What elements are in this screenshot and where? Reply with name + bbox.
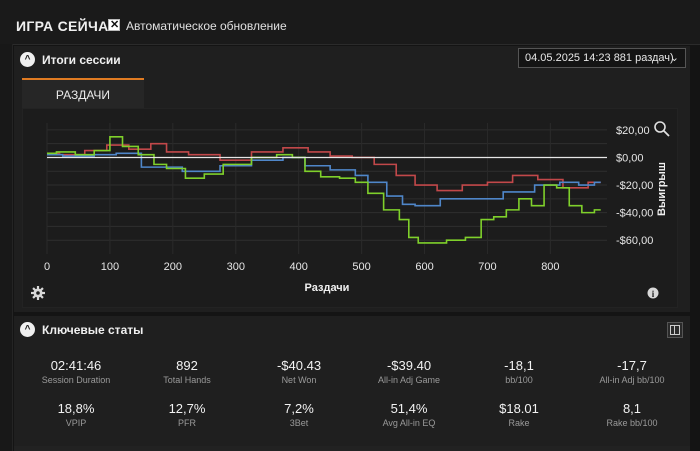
stat-label: Total Hands <box>163 375 211 385</box>
x-axis-title: Раздачи <box>305 282 350 294</box>
stat-label: Rake <box>508 418 530 428</box>
stats-title: Ключевые статы <box>42 323 144 337</box>
info-icon-glyph: i <box>652 289 655 299</box>
stats-panel <box>14 316 690 451</box>
info-icon-circle <box>647 287 659 299</box>
y-axis-title: Выигрыш <box>656 162 668 216</box>
page-title: ИГРА СЕЙЧАС <box>16 18 119 34</box>
stat-label: bb/100 <box>505 375 533 385</box>
x-tick-label: 600 <box>415 261 433 273</box>
session-title: Итоги сессии <box>42 53 121 67</box>
y-tick-label: -$60,00 <box>616 235 653 247</box>
stat-value: 18,8% <box>57 401 95 416</box>
x-tick-label: 400 <box>290 261 308 273</box>
series-line-red <box>47 142 601 192</box>
x-tick-label: 300 <box>227 261 245 273</box>
stat-avg-allin-eq: 51,4% Avg All-in EQ <box>355 401 463 428</box>
left-sidebar <box>0 44 13 451</box>
tab-bar: РАЗДАЧИ <box>22 78 146 110</box>
stat-label: 3Bet <box>289 418 309 428</box>
series-line-green <box>47 135 601 244</box>
stat-rake: $18.01 Rake <box>465 401 573 428</box>
layout-toggle-icon[interactable] <box>667 322 683 338</box>
check-icon: ✕ <box>110 19 120 31</box>
top-bar: ИГРА СЕЙЧАС ✕ Автоматическое обновление <box>0 0 700 45</box>
stat-label: PFR <box>178 418 196 428</box>
gear-icon[interactable] <box>31 286 45 300</box>
stat-label: Rake bb/100 <box>606 418 658 428</box>
stat-value: -$39.40 <box>386 358 432 373</box>
stat-value: 51,4% <box>390 401 428 416</box>
stat-label: Net Won <box>281 375 317 385</box>
zoom-icon-lens <box>654 121 666 133</box>
stat-value: 892 <box>176 358 198 373</box>
winnings-chart: $20,00 $0,00 -$20,00 -$40,00 -$60,00 0 100 200 3… <box>22 108 678 308</box>
collapse-stats-icon[interactable]: ^ <box>20 322 35 337</box>
stat-label: All-in Adj bb/100 <box>599 375 665 385</box>
stat-bb100: -18,1 bb/100 <box>465 358 573 385</box>
y-tick-label: -$40,00 <box>616 208 653 220</box>
stat-vpip: 18,8% VPIP <box>22 401 130 428</box>
next-section-header <box>14 446 690 451</box>
zoom-icon-handle <box>663 130 670 137</box>
x-tick-label: 700 <box>478 261 496 273</box>
stat-session-duration: 02:41:46 Session Duration <box>22 358 130 385</box>
info-icon[interactable]: i <box>647 287 659 300</box>
session-selector[interactable]: 04.05.2025 14:23 881 раздач) ⌄ <box>518 48 686 68</box>
stat-allin-adj-bb100: -17,7 All-in Adj bb/100 <box>578 358 686 385</box>
x-tick-label: 500 <box>352 261 370 273</box>
stat-label: All-in Adj Game <box>377 375 441 385</box>
chart-svg: $20,00 $0,00 -$20,00 -$40,00 -$60,00 0 100 200 3… <box>31 121 670 300</box>
collapse-session-icon[interactable]: ^ <box>20 52 35 67</box>
zoom-icon[interactable] <box>654 121 670 137</box>
y-tick-label: $0,00 <box>616 152 644 164</box>
stat-allin-adj-game: -$39.40 All-in Adj Game <box>355 358 463 385</box>
stat-label: Session Duration <box>41 375 111 385</box>
x-tick-label: 0 <box>44 261 50 273</box>
auto-update-label[interactable]: Автоматическое обновление <box>126 19 287 33</box>
stat-value: $18.01 <box>499 401 539 416</box>
stat-value: 02:41:46 <box>50 358 102 373</box>
stat-value: -$40.43 <box>276 358 322 373</box>
stat-net-won: -$40.43 Net Won <box>245 358 353 385</box>
y-tick-label: $20,00 <box>616 125 650 137</box>
stat-value: -17,7 <box>617 358 647 373</box>
x-tick-label: 800 <box>541 261 559 273</box>
stat-label: VPIP <box>65 418 87 428</box>
x-tick-label: 200 <box>164 261 182 273</box>
chevron-down-icon: ⌄ <box>669 52 679 64</box>
auto-update-checkbox[interactable]: ✕ <box>108 19 120 31</box>
stat-value: -18,1 <box>504 358 534 373</box>
y-tick-label: -$20,00 <box>616 180 653 192</box>
stat-rake-bb100: 8,1 Rake bb/100 <box>578 401 686 428</box>
gear-icon-hole <box>36 291 40 295</box>
session-selector-value: 04.05.2025 14:23 881 раздач) <box>525 52 674 64</box>
stat-value: 12,7% <box>168 401 206 416</box>
stat-value: 8,1 <box>622 401 642 416</box>
x-tick-label: 100 <box>101 261 119 273</box>
stat-total-hands: 892 Total Hands <box>133 358 241 385</box>
stat-value: 7,2% <box>284 401 314 416</box>
stat-pfr: 12,7% PFR <box>133 401 241 428</box>
series-line-blue <box>47 152 601 207</box>
stat-label: Avg All-in EQ <box>382 418 436 428</box>
stat-3bet: 7,2% 3Bet <box>245 401 353 428</box>
tab-hands[interactable]: РАЗДАЧИ <box>22 78 144 110</box>
